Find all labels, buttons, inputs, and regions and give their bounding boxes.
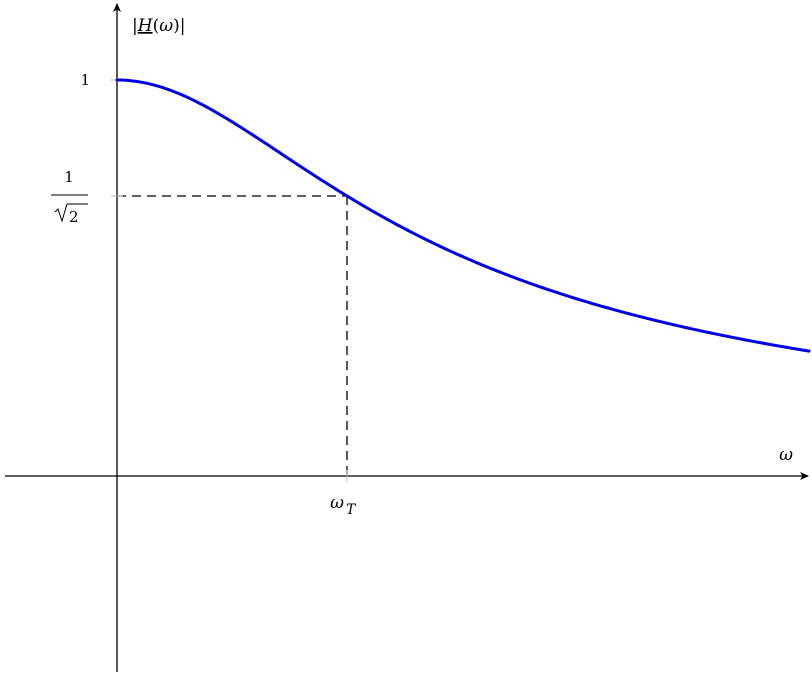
x-tick-subscript: T bbox=[346, 502, 357, 518]
y-tick-label-inv-sqrt2: 1 2 bbox=[51, 168, 88, 226]
radical-sign bbox=[54, 203, 88, 223]
y-tick-label-one: 1 bbox=[80, 71, 90, 89]
y-axis-label: |H(ω)| bbox=[132, 16, 185, 36]
x-axis-label: ω bbox=[779, 445, 793, 465]
y-axis-label-h: H bbox=[137, 16, 154, 36]
fraction-numerator: 1 bbox=[64, 168, 74, 186]
fraction-denominator: 2 bbox=[69, 208, 79, 226]
magnitude-curve bbox=[115, 78, 811, 353]
x-tick-omega: ω bbox=[330, 493, 344, 513]
y-axis-label-text: |H(ω)| bbox=[132, 16, 185, 36]
x-tick-label-omega-t: ω T bbox=[330, 493, 357, 518]
